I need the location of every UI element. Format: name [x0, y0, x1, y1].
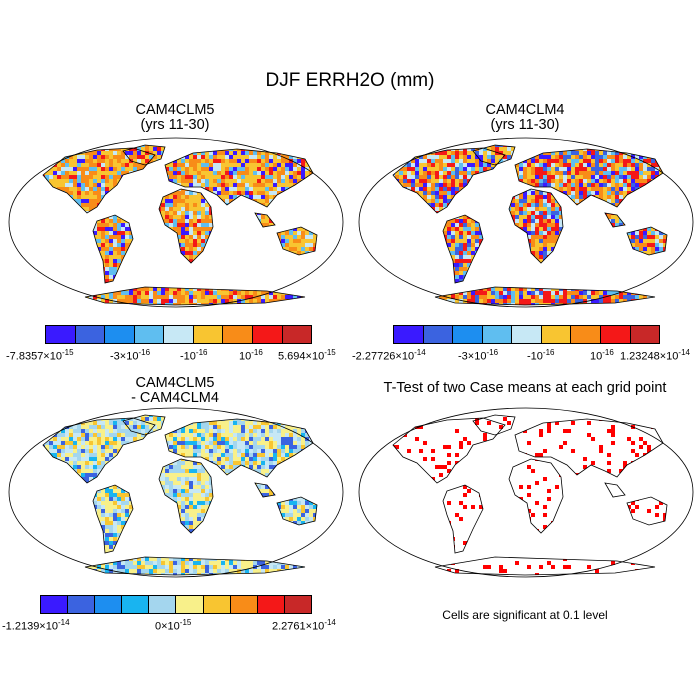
panel1-map-outline — [8, 137, 344, 308]
panel1-map — [8, 137, 344, 308]
panel4-map-coastline-7 — [434, 556, 656, 576]
panel1-title-line2: (yrs 11-30) — [140, 117, 210, 133]
cb1-swatch-2 — [105, 326, 135, 343]
panel3-title-line1: CAM4CLM5 — [135, 375, 215, 391]
panel3-map-gridcells — [43, 415, 317, 575]
cb2-swatch-6 — [571, 326, 601, 343]
panel2-map-gridcells — [393, 145, 667, 305]
cb2-label-3: -10-16 — [527, 348, 555, 363]
panel4-map-outline — [358, 407, 694, 578]
panel4-map-coastline-4 — [514, 418, 664, 478]
panel3-map-coastline-3 — [158, 458, 214, 534]
cb3-swatch-4 — [149, 596, 177, 613]
cb3-swatch-0 — [41, 596, 69, 613]
cb1-label-2: -3×10-16 — [110, 348, 151, 363]
panel2-title-line1: CAM4CLM4 — [485, 102, 565, 118]
cb1-swatch-3 — [134, 326, 165, 343]
cb3-swatch-1 — [68, 596, 96, 613]
panel1-map-coastline-1 — [122, 144, 166, 166]
cb1-label-max: 5.694×10-15 — [278, 348, 336, 363]
panel3-title-line2: - CAM4CLM4 — [131, 390, 219, 406]
cb2-swatch-3 — [482, 326, 513, 343]
cb1-swatch-8 — [282, 326, 312, 343]
panel2-map-coastline-6 — [604, 212, 626, 228]
panel3-map-coastline-4 — [164, 418, 314, 478]
cb2-swatch-4 — [512, 326, 542, 343]
panel2-map-coastline-4 — [514, 148, 664, 208]
cb2-label-2: -3×10-16 — [458, 348, 499, 363]
cb1-label-min: -7.8357×10-15 — [6, 348, 74, 363]
panel2-map-coastline-5 — [626, 226, 668, 256]
panel4-map-coastline-6 — [604, 482, 626, 498]
panel3-map-coastline-2 — [92, 484, 134, 554]
panel2-colorbar — [393, 325, 660, 344]
panel1-map-coastline-2 — [92, 214, 134, 284]
cb1-swatch-5 — [193, 326, 224, 343]
cb1-label-3: -10-16 — [180, 348, 208, 363]
panel4-map-coastline-5 — [626, 496, 668, 526]
panel3-title: CAM4CLM5 - CAM4CLM4 — [60, 376, 290, 406]
panel1-map-gridcells — [43, 145, 317, 305]
panel3-map-coastline-5 — [276, 496, 318, 526]
cb2-swatch-8 — [630, 326, 660, 343]
panel4-map-gridcells — [393, 415, 667, 575]
panel4-map-coastline-0 — [392, 417, 506, 484]
cb3-swatch-2 — [95, 596, 123, 613]
panel1-title: CAM4CLM5 (yrs 11-30) — [60, 103, 290, 133]
cb3-label-mid: 0×10-15 — [155, 618, 192, 633]
cb2-swatch-0 — [394, 326, 424, 343]
panel2-title-line2: (yrs 11-30) — [490, 117, 560, 133]
panel3-map-coastline-0 — [42, 417, 156, 484]
cb3-swatch-6 — [203, 596, 231, 613]
cb3-swatch-7 — [230, 596, 258, 613]
cb3-label-max: 2.2761×10-14 — [272, 618, 336, 633]
panel2-title: CAM4CLM4 (yrs 11-30) — [410, 103, 640, 133]
panel4-map — [358, 407, 694, 578]
cb2-swatch-1 — [423, 326, 454, 343]
significance-caption: Cells are significant at 0.1 level — [442, 608, 608, 622]
cb2-swatch-7 — [600, 326, 631, 343]
panel1-colorbar — [45, 325, 312, 344]
panel2-map-coastline-0 — [392, 147, 506, 214]
panel2-map-outline — [358, 137, 694, 308]
cb3-swatch-8 — [257, 596, 285, 613]
panel2-map — [358, 137, 694, 308]
panel1-map-coastline-0 — [42, 147, 156, 214]
cb3-label-min: -1.2139×10-14 — [2, 618, 70, 633]
cb2-swatch-5 — [541, 326, 572, 343]
cb2-label-min: -2.27726×10-14 — [352, 348, 426, 363]
cb3-swatch-9 — [284, 596, 311, 613]
panel1-map-coastline-5 — [276, 226, 318, 256]
cb1-swatch-6 — [223, 326, 253, 343]
cb1-swatch-0 — [46, 326, 76, 343]
cb2-label-4: 10-16 — [590, 348, 614, 363]
panel4-title-line1: T-Test of two Case means at each grid po… — [383, 380, 667, 396]
cb1-swatch-7 — [252, 326, 283, 343]
panel2-map-coastline-1 — [472, 144, 516, 166]
panel1-map-coastline-6 — [254, 212, 276, 228]
panel3-map-coastline-1 — [122, 414, 166, 436]
panel3-map-coastline-6 — [254, 482, 276, 498]
cb1-label-4: 10-16 — [239, 348, 263, 363]
panel4-map-coastline-2 — [442, 484, 484, 554]
panel4-title: T-Test of two Case means at each grid po… — [355, 381, 695, 396]
panel2-map-coastline-2 — [442, 214, 484, 284]
panel2-map-coastline-3 — [508, 188, 564, 264]
panel3-map-outline — [8, 407, 344, 578]
panel1-map-coastline-3 — [158, 188, 214, 264]
cb3-swatch-3 — [122, 596, 150, 613]
cb2-label-max: 1.23248×10-14 — [620, 348, 690, 363]
cb1-swatch-1 — [75, 326, 106, 343]
panel3-map — [8, 407, 344, 578]
cb3-swatch-5 — [176, 596, 204, 613]
panel4-map-coastline-1 — [472, 414, 516, 436]
panel1-title-line1: CAM4CLM5 — [135, 102, 215, 118]
panel1-map-coastline-4 — [164, 148, 314, 208]
cb2-swatch-2 — [453, 326, 483, 343]
panel3-colorbar — [40, 595, 312, 614]
cb1-swatch-4 — [164, 326, 194, 343]
panel4-map-coastline-3 — [508, 458, 564, 534]
figure-title: DJF ERRH2O (mm) — [265, 70, 435, 91]
